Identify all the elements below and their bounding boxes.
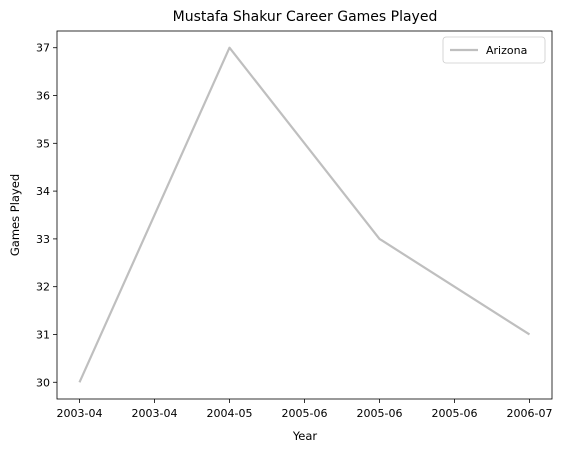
- x-axis-label: Year: [292, 429, 318, 443]
- y-tick-label: 35: [36, 137, 50, 150]
- x-tick-label: 2005-06: [282, 407, 328, 420]
- x-tick-label: 2003-04: [57, 407, 103, 420]
- y-tick-label: 33: [36, 233, 50, 246]
- y-axis-label: Games Played: [8, 174, 22, 256]
- plot-frame: [56, 30, 553, 400]
- y-tick-label: 32: [36, 281, 50, 294]
- legend-box: [442, 36, 546, 64]
- plot-area: 30 31 32 33 34 35 36 37 2003-04 2003-04 2004-05 200…: [36, 30, 553, 420]
- x-tick-label: 2006-07: [507, 407, 553, 420]
- y-tick-label: 36: [36, 90, 50, 103]
- y-tick-label: 30: [36, 376, 50, 389]
- y-tick-label: 31: [36, 328, 50, 341]
- x-tick-label: 2005-06: [357, 407, 403, 420]
- x-tick-label: 2003-04: [132, 407, 178, 420]
- legend-entry-label: Arizona: [486, 44, 527, 57]
- legend: Arizona: [442, 36, 546, 64]
- y-tick-label: 34: [36, 185, 50, 198]
- x-tick-label: 2004-05: [207, 407, 253, 420]
- chart-title: Mustafa Shakur Career Games Played: [173, 9, 438, 25]
- y-tick-label: 37: [36, 42, 50, 55]
- series-line-0: [78, 46, 531, 383]
- x-tick-label: 2005-06: [432, 407, 478, 420]
